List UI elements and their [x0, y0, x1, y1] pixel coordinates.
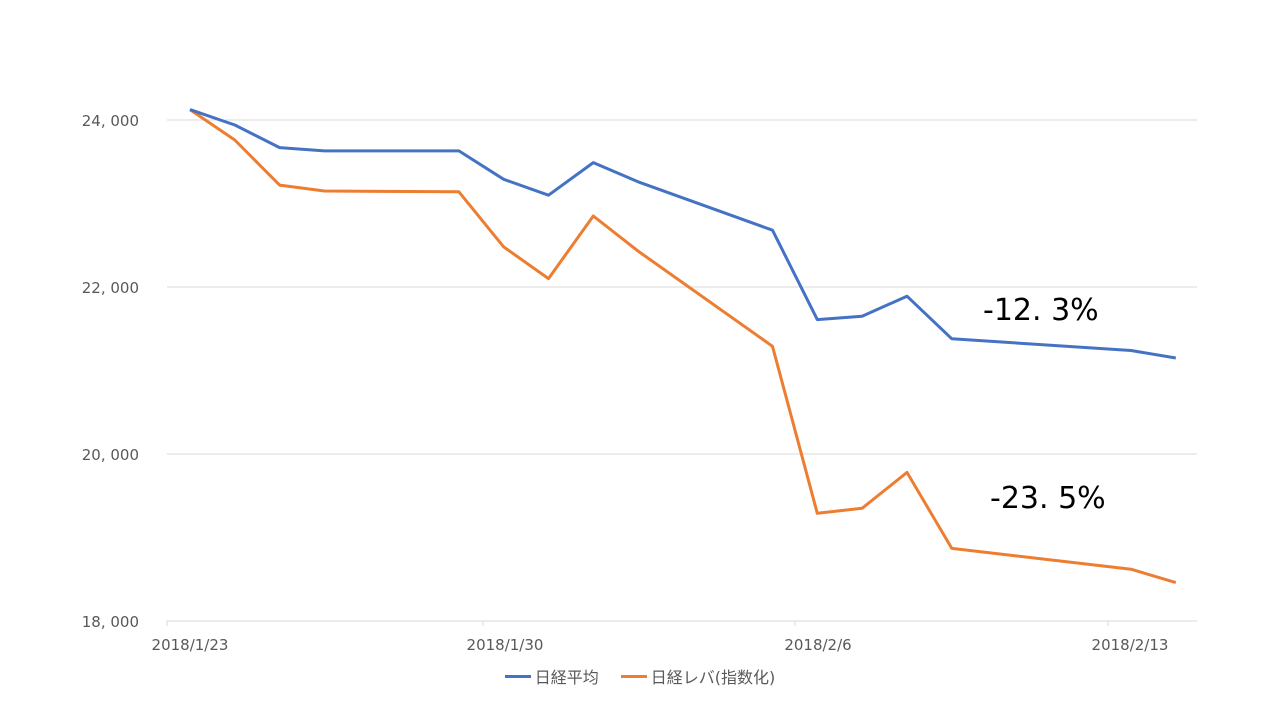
y-axis-labels: 24, 000 22, 000 20, 000 18, 000 [82, 112, 139, 631]
y-label-22000: 22, 000 [82, 279, 139, 297]
gridlines [167, 119, 1197, 622]
legend-swatch-orange [620, 674, 647, 678]
legend-label: 日経レバ(指数化) [650, 668, 776, 687]
annotation-nikkei-leverage-change: -23. 5% [990, 481, 1106, 516]
annotation-nikkei-average-change: -12. 3% [983, 293, 1099, 328]
legend-swatch-blue [504, 674, 531, 678]
x-label-0213: 2018/2/13 [1092, 636, 1169, 654]
chart-legend: 日経平均 日経レバ(指数化) [0, 664, 1280, 688]
legend-item-nikkei-leverage: 日経レバ(指数化) [620, 664, 776, 688]
x-label-0206: 2018/2/6 [784, 636, 851, 654]
series-line-nikkei-average [189, 108, 1177, 360]
series-line-nikkei-leverage [189, 108, 1177, 585]
y-label-20000: 20, 000 [82, 446, 139, 464]
y-label-24000: 24, 000 [82, 112, 139, 130]
x-label-0130: 2018/1/30 [467, 636, 544, 654]
y-label-18000: 18, 000 [82, 613, 139, 631]
line-chart: 24, 000 22, 000 20, 000 18, 000 2018/1/2… [82, 108, 1197, 654]
x-tick-marks [166, 621, 1109, 626]
x-axis-labels: 2018/1/23 2018/1/30 2018/2/6 2018/2/13 [152, 636, 1169, 654]
x-label-0123: 2018/1/23 [152, 636, 229, 654]
legend-label: 日経平均 [534, 668, 599, 687]
legend-item-nikkei-average: 日経平均 [504, 664, 599, 688]
